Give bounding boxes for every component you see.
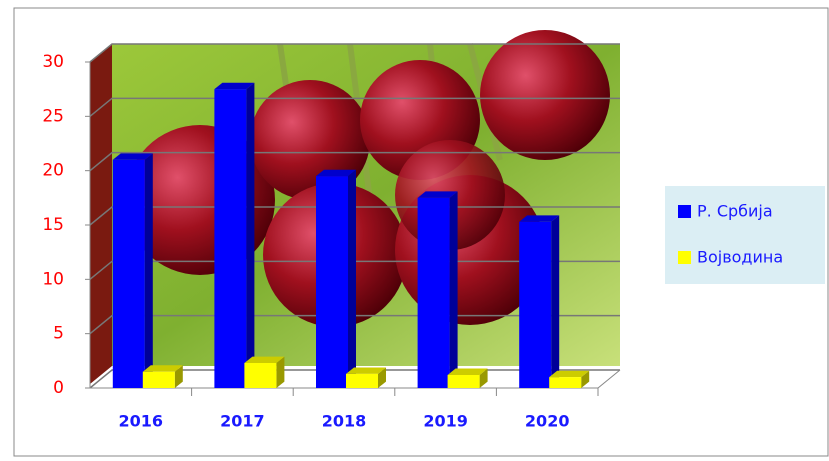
y-tick-label: 15 bbox=[42, 215, 64, 235]
x-tick-label: 2016 bbox=[119, 412, 164, 431]
x-tick-label: 2020 bbox=[525, 412, 570, 431]
grid-line bbox=[89, 97, 620, 117]
bar-side bbox=[581, 370, 590, 388]
bar-side bbox=[479, 368, 488, 388]
bar-top bbox=[214, 82, 255, 90]
bar-front bbox=[142, 371, 175, 388]
bar bbox=[316, 169, 356, 388]
y-tick-label: 25 bbox=[42, 106, 64, 126]
bar-side bbox=[551, 215, 560, 388]
x-tick-label: 2019 bbox=[423, 412, 468, 431]
legend-swatch bbox=[678, 251, 691, 264]
legend-label: Војводина bbox=[697, 248, 783, 267]
bar-front bbox=[346, 373, 378, 388]
bar bbox=[244, 356, 285, 388]
bar bbox=[142, 365, 183, 388]
bar-side bbox=[449, 191, 458, 388]
bar-top bbox=[447, 368, 488, 375]
bar bbox=[549, 370, 590, 388]
bar-side bbox=[174, 365, 183, 388]
bar-top bbox=[549, 370, 590, 378]
bar-front bbox=[519, 221, 552, 388]
y-tick-label: 5 bbox=[53, 324, 64, 344]
y-tick-label: 10 bbox=[42, 269, 64, 289]
bar-side bbox=[348, 169, 356, 388]
bar-top bbox=[244, 356, 285, 364]
bar-top bbox=[112, 153, 153, 160]
y-tick-label: 30 bbox=[42, 52, 64, 72]
bar-top bbox=[417, 191, 458, 198]
bar bbox=[214, 82, 255, 389]
x-tick-label: 2017 bbox=[220, 412, 265, 431]
bar-side bbox=[378, 367, 386, 388]
y-tick-label: 0 bbox=[53, 378, 64, 398]
bar-front bbox=[214, 89, 247, 389]
bar bbox=[112, 153, 153, 388]
bar-front bbox=[549, 377, 582, 388]
bar bbox=[447, 368, 488, 388]
bar-side bbox=[144, 153, 153, 388]
bar-top bbox=[346, 367, 386, 374]
bar-top bbox=[316, 169, 356, 177]
legend-label: Р. Србија bbox=[697, 202, 773, 221]
bar bbox=[417, 191, 458, 388]
bar-top bbox=[142, 365, 183, 372]
bar bbox=[346, 367, 386, 388]
grid-line bbox=[89, 151, 620, 172]
bar-front bbox=[112, 159, 145, 388]
bar bbox=[519, 215, 560, 388]
legend-swatch bbox=[678, 205, 691, 218]
bar-side bbox=[246, 82, 255, 389]
legend-box bbox=[665, 186, 825, 284]
bar-side bbox=[276, 356, 285, 388]
bar-front bbox=[447, 374, 480, 388]
y-tick-label: 20 bbox=[42, 161, 64, 181]
bar-top bbox=[519, 215, 560, 222]
x-tick-label: 2018 bbox=[322, 412, 367, 431]
bar-front bbox=[417, 197, 450, 388]
grid-line bbox=[89, 43, 620, 63]
bar-front bbox=[244, 363, 277, 388]
bar-front bbox=[316, 176, 348, 388]
